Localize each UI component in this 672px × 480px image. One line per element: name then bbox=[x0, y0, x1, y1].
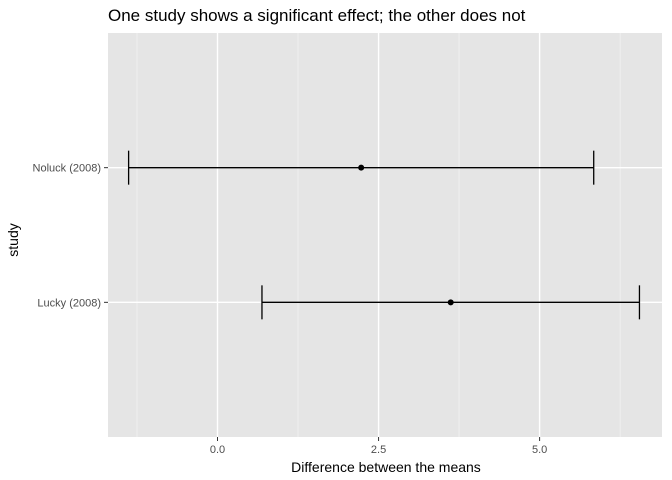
chart-title: One study shows a significant effect; th… bbox=[108, 6, 526, 25]
plot-panel bbox=[108, 33, 662, 437]
y-tick-label: Lucky (2008) bbox=[37, 297, 101, 309]
y-axis-title: study bbox=[5, 223, 21, 256]
x-axis-title: Difference between the means bbox=[291, 459, 481, 475]
x-axis-ticks: 0.0 2.5 5.0 bbox=[210, 437, 547, 456]
minor-gridlines bbox=[136, 33, 621, 437]
estimate-point bbox=[358, 164, 365, 171]
y-axis-ticks: Lucky (2008) Noluck (2008) bbox=[33, 163, 108, 309]
error-bar bbox=[127, 150, 595, 185]
x-tick-label: 2.5 bbox=[371, 444, 386, 456]
estimate-point bbox=[447, 299, 454, 306]
x-tick-label: 5.0 bbox=[532, 444, 547, 456]
x-tick-label: 0.0 bbox=[210, 444, 225, 456]
y-tick-label: Noluck (2008) bbox=[33, 163, 101, 175]
error-bars bbox=[127, 150, 641, 320]
error-bar bbox=[261, 285, 641, 320]
